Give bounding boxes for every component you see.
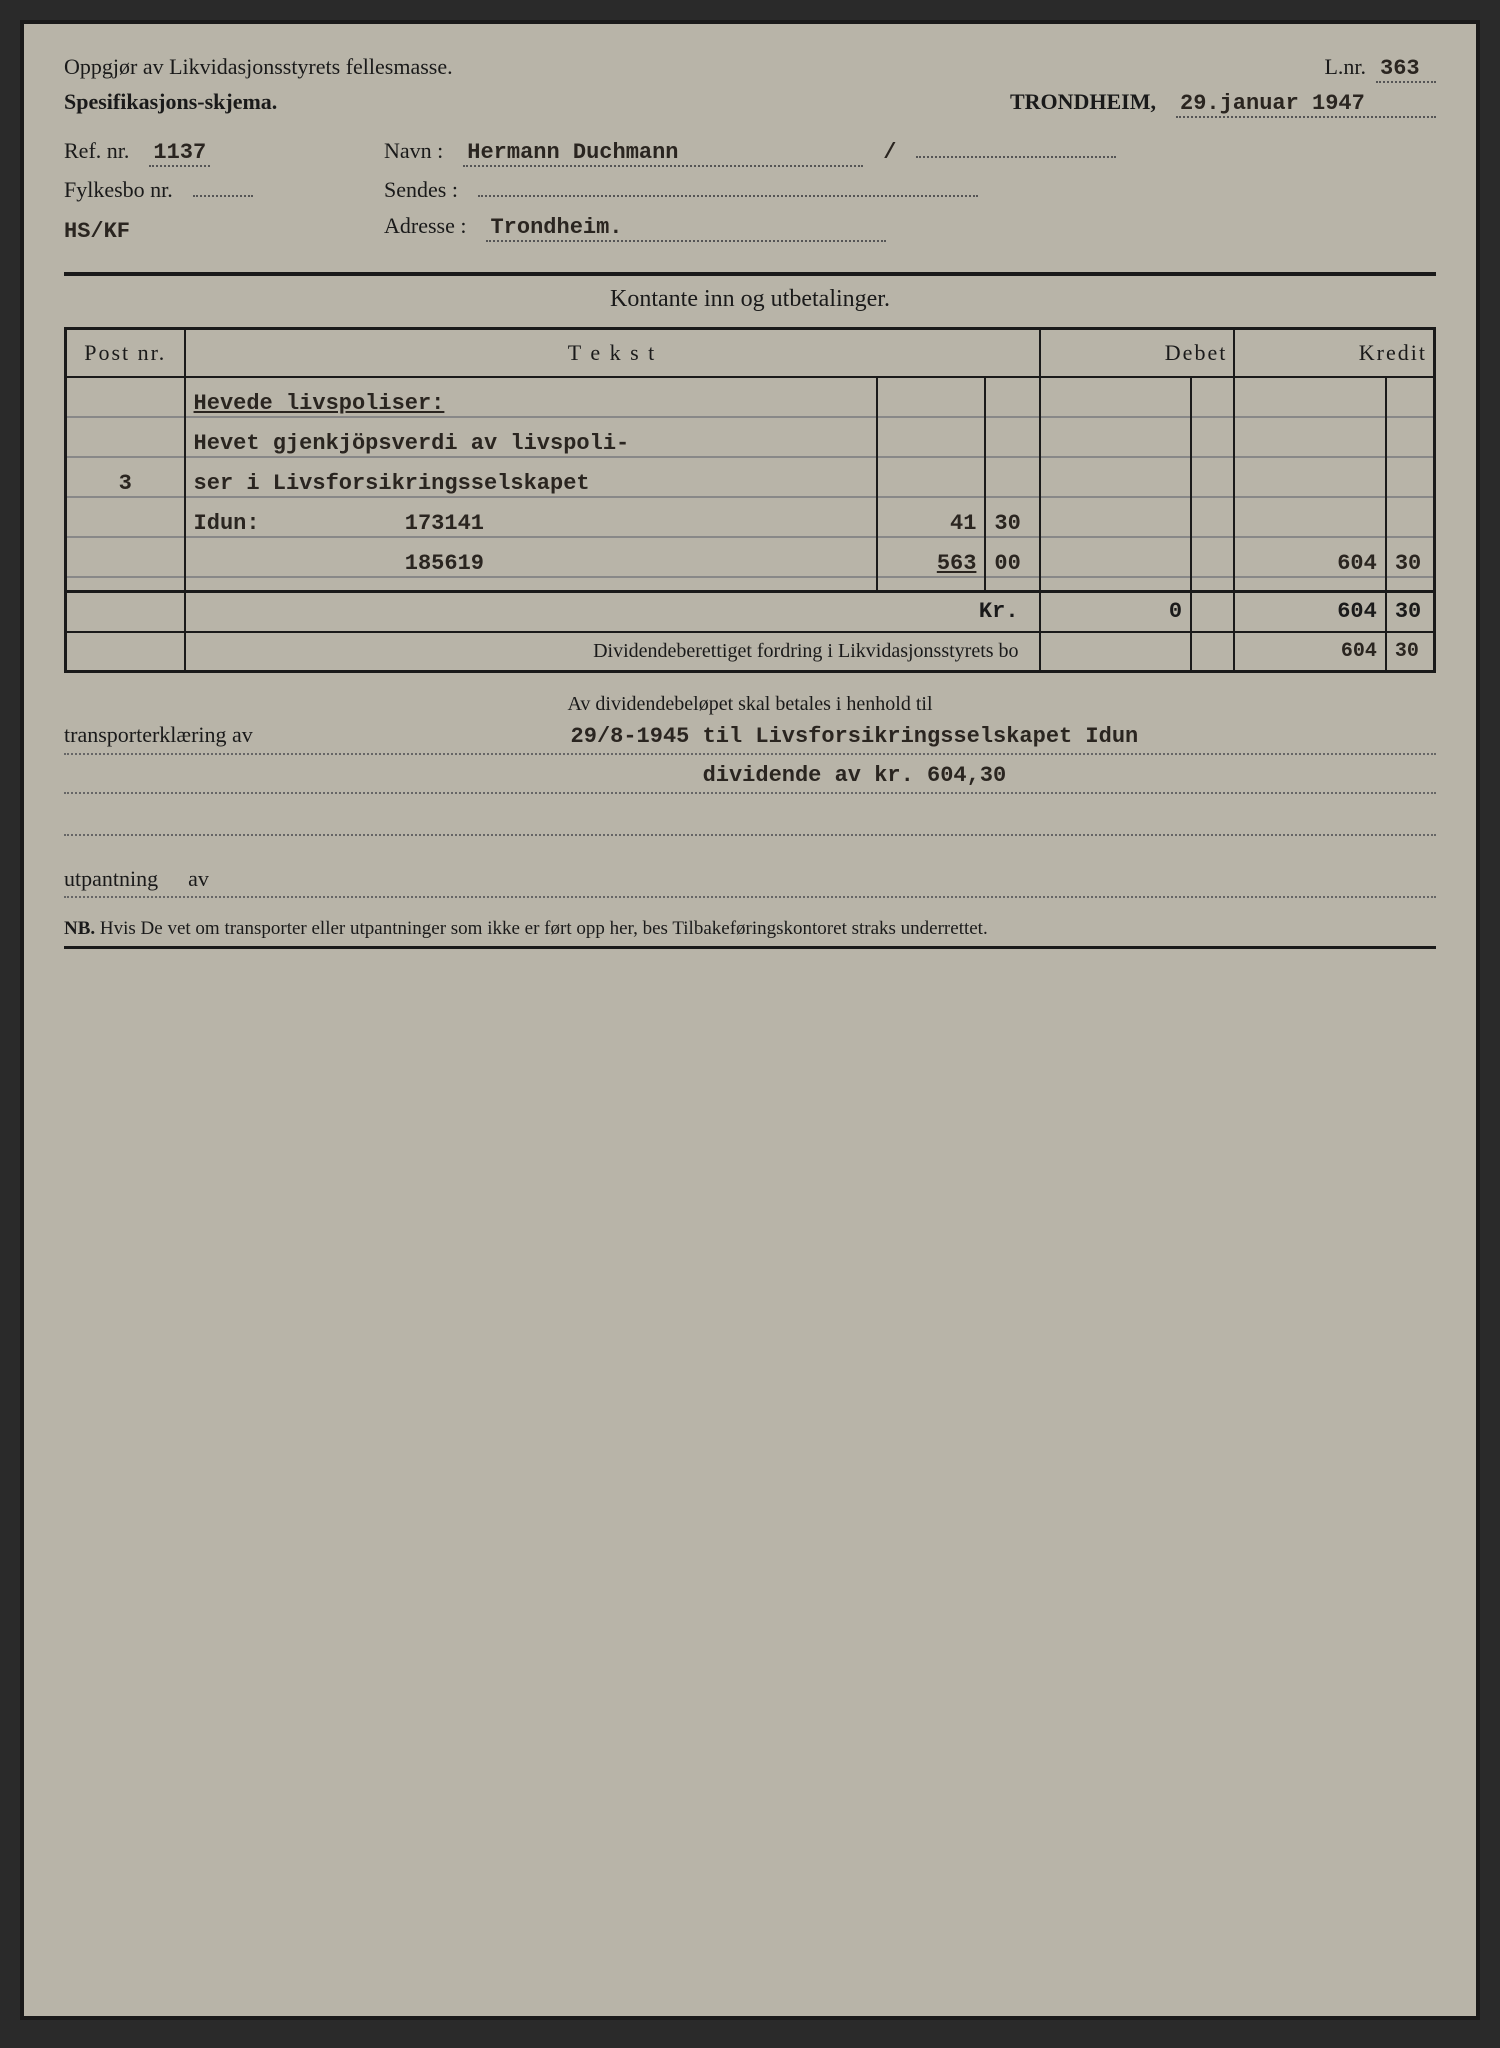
th-tekst: T e k s t [185, 329, 1040, 378]
dividend-row: Dividendeberettiget fordring i Likvidasj… [66, 632, 1435, 672]
tekst-line-0: Hevede livspoliser: [194, 384, 869, 424]
tekst-cell: Hevede livspoliser: Hevet gjenkjöpsverdi… [185, 377, 878, 592]
sub-dec-0: 30 [994, 504, 1030, 544]
av-label: av [188, 866, 209, 892]
navn-2 [916, 156, 1116, 158]
header-row-2: Spesifikasjons-skjema. TRONDHEIM, 29.jan… [64, 89, 1436, 118]
nb-content: Hvis De vet om transporter eller utpantn… [100, 918, 988, 939]
ref-label: Ref. nr. [64, 138, 129, 164]
info-right: Navn : Hermann Duchmann / Sendes : Adres… [384, 138, 1436, 242]
info-block: Ref. nr. 1137 Fylkesbo nr. HS/KF Navn : … [64, 138, 1436, 252]
totals-kredit-dec: 30 [1386, 592, 1435, 632]
div-paid-label: Av dividendebeløpet skal betales i henho… [64, 693, 1436, 716]
sendes-value [478, 195, 978, 197]
adresse-label: Adresse : [384, 213, 466, 239]
title-line-2: Spesifikasjons-skjema. [64, 89, 277, 118]
transport-row-1: transporterklæring av 29/8-1945 til Livs… [64, 722, 1436, 755]
info-left: Ref. nr. 1137 Fylkesbo nr. HS/KF [64, 138, 364, 244]
tekst-line-4: 185619 [194, 544, 869, 584]
div-kredit-dec: 30 [1386, 632, 1435, 672]
utpant-label: utpantning [64, 866, 158, 892]
section-title: Kontante inn og utbetalinger. [64, 286, 1436, 313]
totals-label: Kr. [185, 592, 1040, 632]
transport-line-1: 29/8-1945 til Livsforsikringsselskapet I… [273, 724, 1436, 749]
header-row-1: Oppgjør av Likvidasjonsstyrets fellesmas… [64, 54, 1436, 83]
kredit-dec: 30 [1395, 544, 1425, 584]
kredit-dec-cell: 30 [1386, 377, 1435, 592]
totals-row: Kr. 0 604 30 [66, 592, 1435, 632]
document-page: Oppgjør av Likvidasjonsstyrets fellesmas… [20, 20, 1480, 2020]
totals-kredit-int: 604 [1234, 592, 1386, 632]
lnr-value: 363 [1376, 56, 1436, 83]
post-nr: 3 [75, 464, 176, 504]
ledger-table: Post nr. T e k s t Debet Kredit 3 Hevede… [64, 327, 1436, 673]
kredit-int: 604 [1243, 544, 1377, 584]
transport-line-2: dividende av kr. 604,30 [273, 763, 1436, 788]
title-line-1: Oppgjør av Likvidasjonsstyrets fellesmas… [64, 54, 453, 83]
utpant-row: utpantning av [64, 866, 1436, 898]
navn-value: Hermann Duchmann [463, 140, 863, 167]
ref-code: HS/KF [64, 219, 364, 244]
adresse-value: Trondheim. [486, 215, 886, 242]
th-post: Post nr. [66, 329, 185, 378]
sub-int-0: 41 [886, 504, 976, 544]
nb-text: NB. Hvis De vet om transporter eller utp… [64, 918, 1436, 949]
totals-debet-int: 0 [1040, 592, 1192, 632]
sendes-label: Sendes : [384, 177, 458, 203]
sub-int-cell: 41 563 [877, 377, 985, 592]
div-kredit-int: 604 [1234, 632, 1386, 672]
tekst-line-1: Hevet gjenkjöpsverdi av livspoli- [194, 424, 869, 464]
footer: Av dividendebeløpet skal betales i henho… [64, 693, 1436, 949]
kredit-cell: 604 [1234, 377, 1386, 592]
date: 29.januar 1947 [1176, 91, 1436, 118]
fylkesbo-value [193, 195, 253, 197]
transport-label: transporterklæring av [64, 722, 253, 748]
sub-dec-cell: 30 00 [985, 377, 1039, 592]
lnr-group: L.nr. 363 [1324, 54, 1436, 83]
fylkesbo-label: Fylkesbo nr. [64, 177, 173, 203]
th-debet: Debet [1040, 329, 1235, 378]
city: TRONDHEIM, [1010, 89, 1156, 115]
divider [64, 272, 1436, 276]
totals-debet-dec [1191, 592, 1234, 632]
transport-row-3: transporterklæring av [64, 804, 1436, 836]
header-row: Post nr. T e k s t Debet Kredit [66, 329, 1435, 378]
tekst-line-2: ser i Livsforsikringsselskapet [194, 464, 869, 504]
transport-row-2: transporterklæring av dividende av kr. 6… [64, 761, 1436, 794]
debet-dec-cell [1191, 377, 1234, 592]
post-cell: 3 [66, 377, 185, 592]
city-date: TRONDHEIM, 29.januar 1947 [1010, 89, 1436, 118]
navn-label: Navn : [384, 138, 443, 164]
sub-dec-1: 00 [994, 544, 1030, 584]
ref-value: 1137 [149, 140, 210, 167]
sub-int-1: 563 [886, 544, 976, 584]
th-kredit: Kredit [1234, 329, 1434, 378]
lnr-label: L.nr. [1324, 54, 1366, 80]
debet-cell [1040, 377, 1192, 592]
ledger-body: 3 Hevede livspoliser: Hevet gjenkjöpsver… [66, 377, 1435, 592]
tekst-line-3: Idun: 173141 [194, 504, 869, 544]
div-label: Dividendeberettiget fordring i Likvidasj… [185, 632, 1040, 672]
slash: / [883, 140, 896, 165]
